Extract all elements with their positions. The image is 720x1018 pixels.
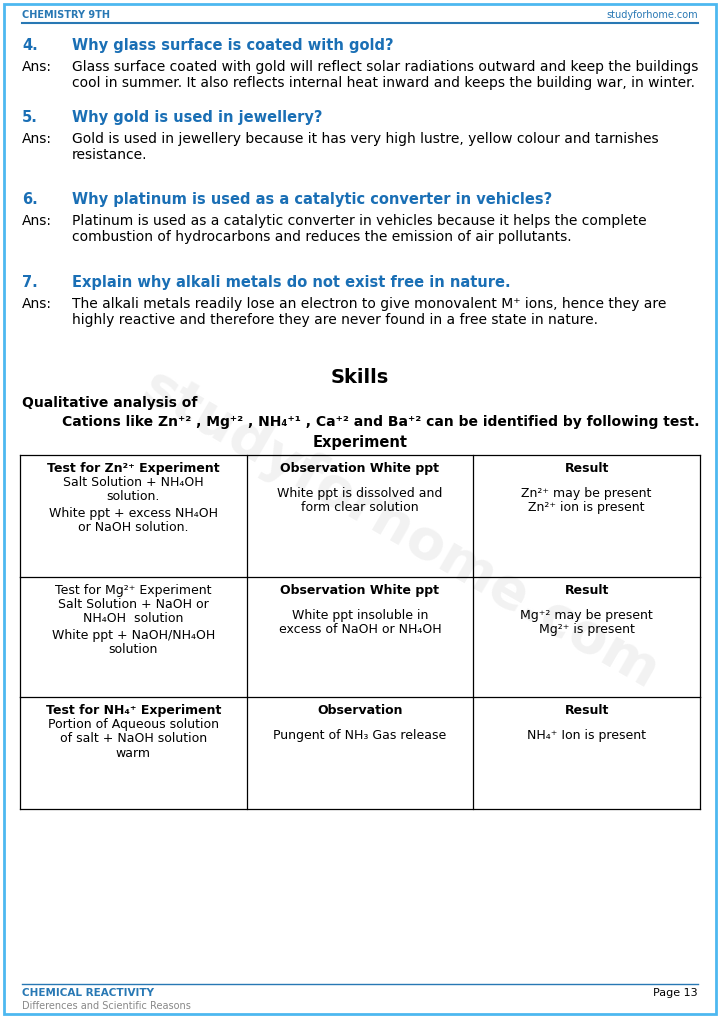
Text: NH₄OH  solution: NH₄OH solution [83, 612, 184, 625]
Text: Result: Result [564, 584, 609, 597]
Text: Why glass surface is coated with gold?: Why glass surface is coated with gold? [72, 38, 394, 53]
Text: Qualitative analysis of: Qualitative analysis of [22, 396, 197, 410]
Text: Mg⁺² may be present: Mg⁺² may be present [521, 609, 653, 622]
Text: studyforhome.com: studyforhome.com [606, 10, 698, 20]
Text: Pungent of NH₃ Gas release: Pungent of NH₃ Gas release [274, 729, 446, 742]
Text: Ans:: Ans: [22, 297, 52, 312]
Text: excess of NaOH or NH₄OH: excess of NaOH or NH₄OH [279, 623, 441, 636]
Text: Differences and Scientific Reasons: Differences and Scientific Reasons [22, 1001, 191, 1011]
Text: Cations like Zn⁺² , Mg⁺² , NH₄⁺¹ , Ca⁺² and Ba⁺² can be identified by following : Cations like Zn⁺² , Mg⁺² , NH₄⁺¹ , Ca⁺² … [62, 415, 700, 429]
Text: Result: Result [564, 462, 609, 475]
Text: Ans:: Ans: [22, 214, 52, 228]
Text: Observation: Observation [318, 704, 402, 717]
Text: Salt Solution + NH₄OH: Salt Solution + NH₄OH [63, 476, 204, 489]
Text: Portion of Aqueous solution: Portion of Aqueous solution [48, 718, 219, 731]
Text: Observation White ppt: Observation White ppt [281, 584, 439, 597]
Text: Platinum is used as a catalytic converter in vehicles because it helps the compl: Platinum is used as a catalytic converte… [72, 214, 647, 228]
Text: form clear solution: form clear solution [301, 501, 419, 514]
Text: White ppt is dissolved and: White ppt is dissolved and [277, 487, 443, 500]
Text: Glass surface coated with gold will reflect solar radiations outward and keep th: Glass surface coated with gold will refl… [72, 60, 698, 74]
Text: Zn²⁺ may be present: Zn²⁺ may be present [521, 487, 652, 500]
Text: Why platinum is used as a catalytic converter in vehicles?: Why platinum is used as a catalytic conv… [72, 192, 552, 207]
Text: studyforhome.com: studyforhome.com [132, 359, 668, 700]
Text: Mg²⁺ is present: Mg²⁺ is present [539, 623, 634, 636]
Text: Zn²⁺ ion is present: Zn²⁺ ion is present [528, 501, 645, 514]
Text: White ppt insoluble in: White ppt insoluble in [292, 609, 428, 622]
Text: Ans:: Ans: [22, 132, 52, 146]
Text: cool in summer. It also reflects internal heat inward and keeps the building war: cool in summer. It also reflects interna… [72, 76, 695, 90]
Text: solution.: solution. [107, 490, 160, 503]
Text: Gold is used in jewellery because it has very high lustre, yellow colour and tar: Gold is used in jewellery because it has… [72, 132, 659, 146]
Text: NH₄⁺ Ion is present: NH₄⁺ Ion is present [527, 729, 646, 742]
Text: 6.: 6. [22, 192, 37, 207]
Text: Page 13: Page 13 [653, 988, 698, 998]
Text: of salt + NaOH solution: of salt + NaOH solution [60, 732, 207, 745]
Text: or NaOH solution.: or NaOH solution. [78, 521, 189, 534]
Text: CHEMICAL REACTIVITY: CHEMICAL REACTIVITY [22, 988, 154, 998]
Text: White ppt + NaOH/NH₄OH: White ppt + NaOH/NH₄OH [52, 629, 215, 642]
Text: Result: Result [564, 704, 609, 717]
Text: 5.: 5. [22, 110, 38, 125]
Text: combustion of hydrocarbons and reduces the emission of air pollutants.: combustion of hydrocarbons and reduces t… [72, 230, 572, 244]
Text: Skills: Skills [331, 367, 389, 387]
Text: highly reactive and therefore they are never found in a free state in nature.: highly reactive and therefore they are n… [72, 313, 598, 327]
Text: Test for NH₄⁺ Experiment: Test for NH₄⁺ Experiment [45, 704, 221, 717]
Text: The alkali metals readily lose an electron to give monovalent M⁺ ions, hence the: The alkali metals readily lose an electr… [72, 297, 667, 312]
Text: White ppt + excess NH₄OH: White ppt + excess NH₄OH [49, 507, 218, 520]
Text: Ans:: Ans: [22, 60, 52, 74]
Text: warm: warm [116, 747, 150, 760]
Text: 4.: 4. [22, 38, 37, 53]
Text: Experiment: Experiment [312, 435, 408, 450]
Text: resistance.: resistance. [72, 148, 148, 162]
Text: Test for Mg²⁺ Experiment: Test for Mg²⁺ Experiment [55, 584, 212, 597]
Text: Salt Solution + NaOH or: Salt Solution + NaOH or [58, 598, 209, 611]
Text: Why gold is used in jewellery?: Why gold is used in jewellery? [72, 110, 323, 125]
Text: Observation White ppt: Observation White ppt [281, 462, 439, 475]
Text: CHEMISTRY 9TH: CHEMISTRY 9TH [22, 10, 110, 20]
Text: 7.: 7. [22, 275, 37, 290]
Text: solution: solution [109, 643, 158, 656]
Text: Test for Zn²⁺ Experiment: Test for Zn²⁺ Experiment [47, 462, 220, 475]
Text: Explain why alkali metals do not exist free in nature.: Explain why alkali metals do not exist f… [72, 275, 510, 290]
